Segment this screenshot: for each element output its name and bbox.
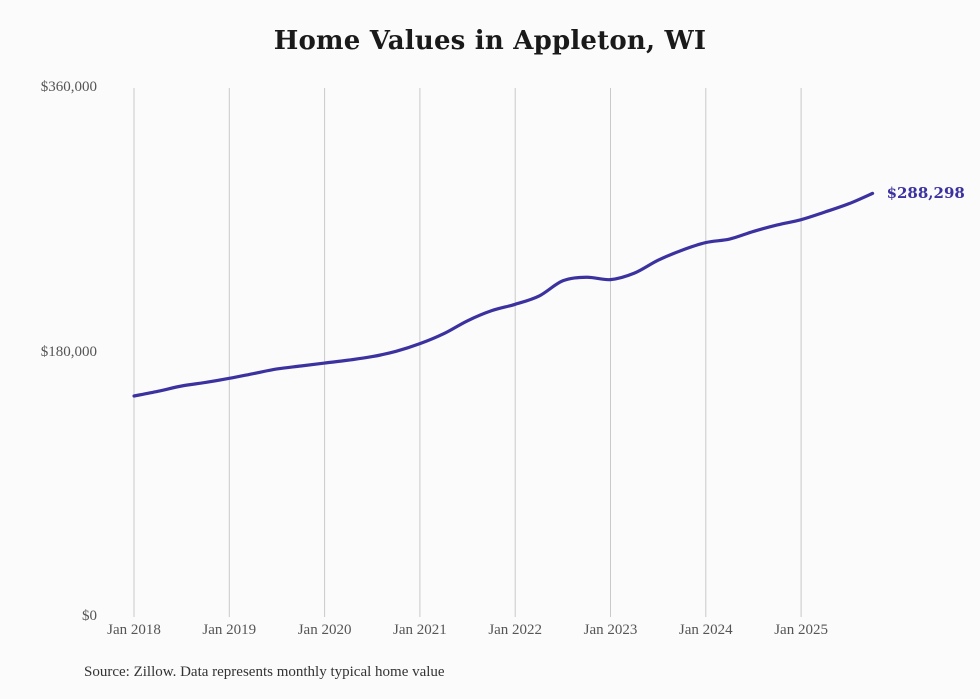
x-tick-label: Jan 2020 <box>297 622 352 638</box>
x-tick-label: Jan 2021 <box>393 622 447 638</box>
y-tick-label: $180,000 <box>40 343 97 360</box>
x-tick-label: Jan 2019 <box>202 622 257 638</box>
x-tick-label: Jan 2025 <box>774 622 828 638</box>
gridlines <box>133 88 802 617</box>
y-tick-label: $0 <box>82 608 97 624</box>
page-title: Home Values in Appleton, WI <box>273 26 707 56</box>
source-note: Source: Zillow. Data represents monthly … <box>84 664 445 680</box>
x-tick-label: Jan 2018 <box>107 622 161 638</box>
x-tick-label: Jan 2022 <box>488 622 543 638</box>
end-value-annotation: $288,298 <box>886 184 965 203</box>
home-value-line <box>132 191 875 398</box>
x-tick-label: Jan 2024 <box>678 622 733 638</box>
y-tick-label: $360,000 <box>40 79 97 95</box>
x-tick-label: Jan 2023 <box>583 622 638 638</box>
